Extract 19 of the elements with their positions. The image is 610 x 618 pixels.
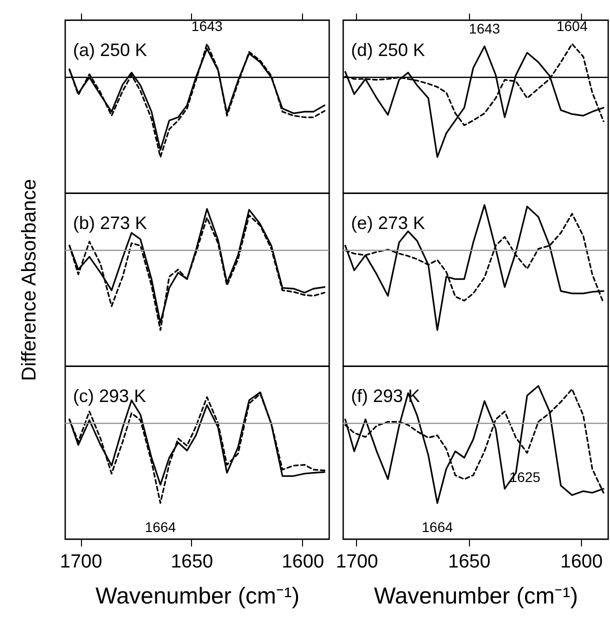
y-axis-title: Difference Absorbance <box>18 179 40 381</box>
annotation: 1604 <box>556 18 588 34</box>
x-tick-label: 1700 <box>60 552 102 572</box>
x-tick-label: 1600 <box>560 552 603 572</box>
x-tick-label: 1650 <box>170 552 214 572</box>
annotation: (c) 293 K <box>73 386 146 406</box>
annotation: 1643 <box>191 18 223 34</box>
annotation: (d) 250 K <box>351 40 426 60</box>
annotation: (e) 273 K <box>351 213 426 233</box>
x-axis-title: Wavenumber (cm⁻¹) <box>96 582 300 608</box>
x-axis-title: Wavenumber (cm⁻¹) <box>374 582 578 608</box>
annotation: 1664 <box>144 519 176 536</box>
x-tick-label: 1650 <box>448 552 490 572</box>
annotation: 1664 <box>422 519 454 536</box>
annotation: 1643 <box>468 20 500 36</box>
annotation: (a) 250 K <box>73 40 148 60</box>
x-tick-label: 1700 <box>336 552 378 572</box>
annotation: (b) 273 K <box>73 213 148 233</box>
x-tick-label: 1600 <box>282 552 324 572</box>
